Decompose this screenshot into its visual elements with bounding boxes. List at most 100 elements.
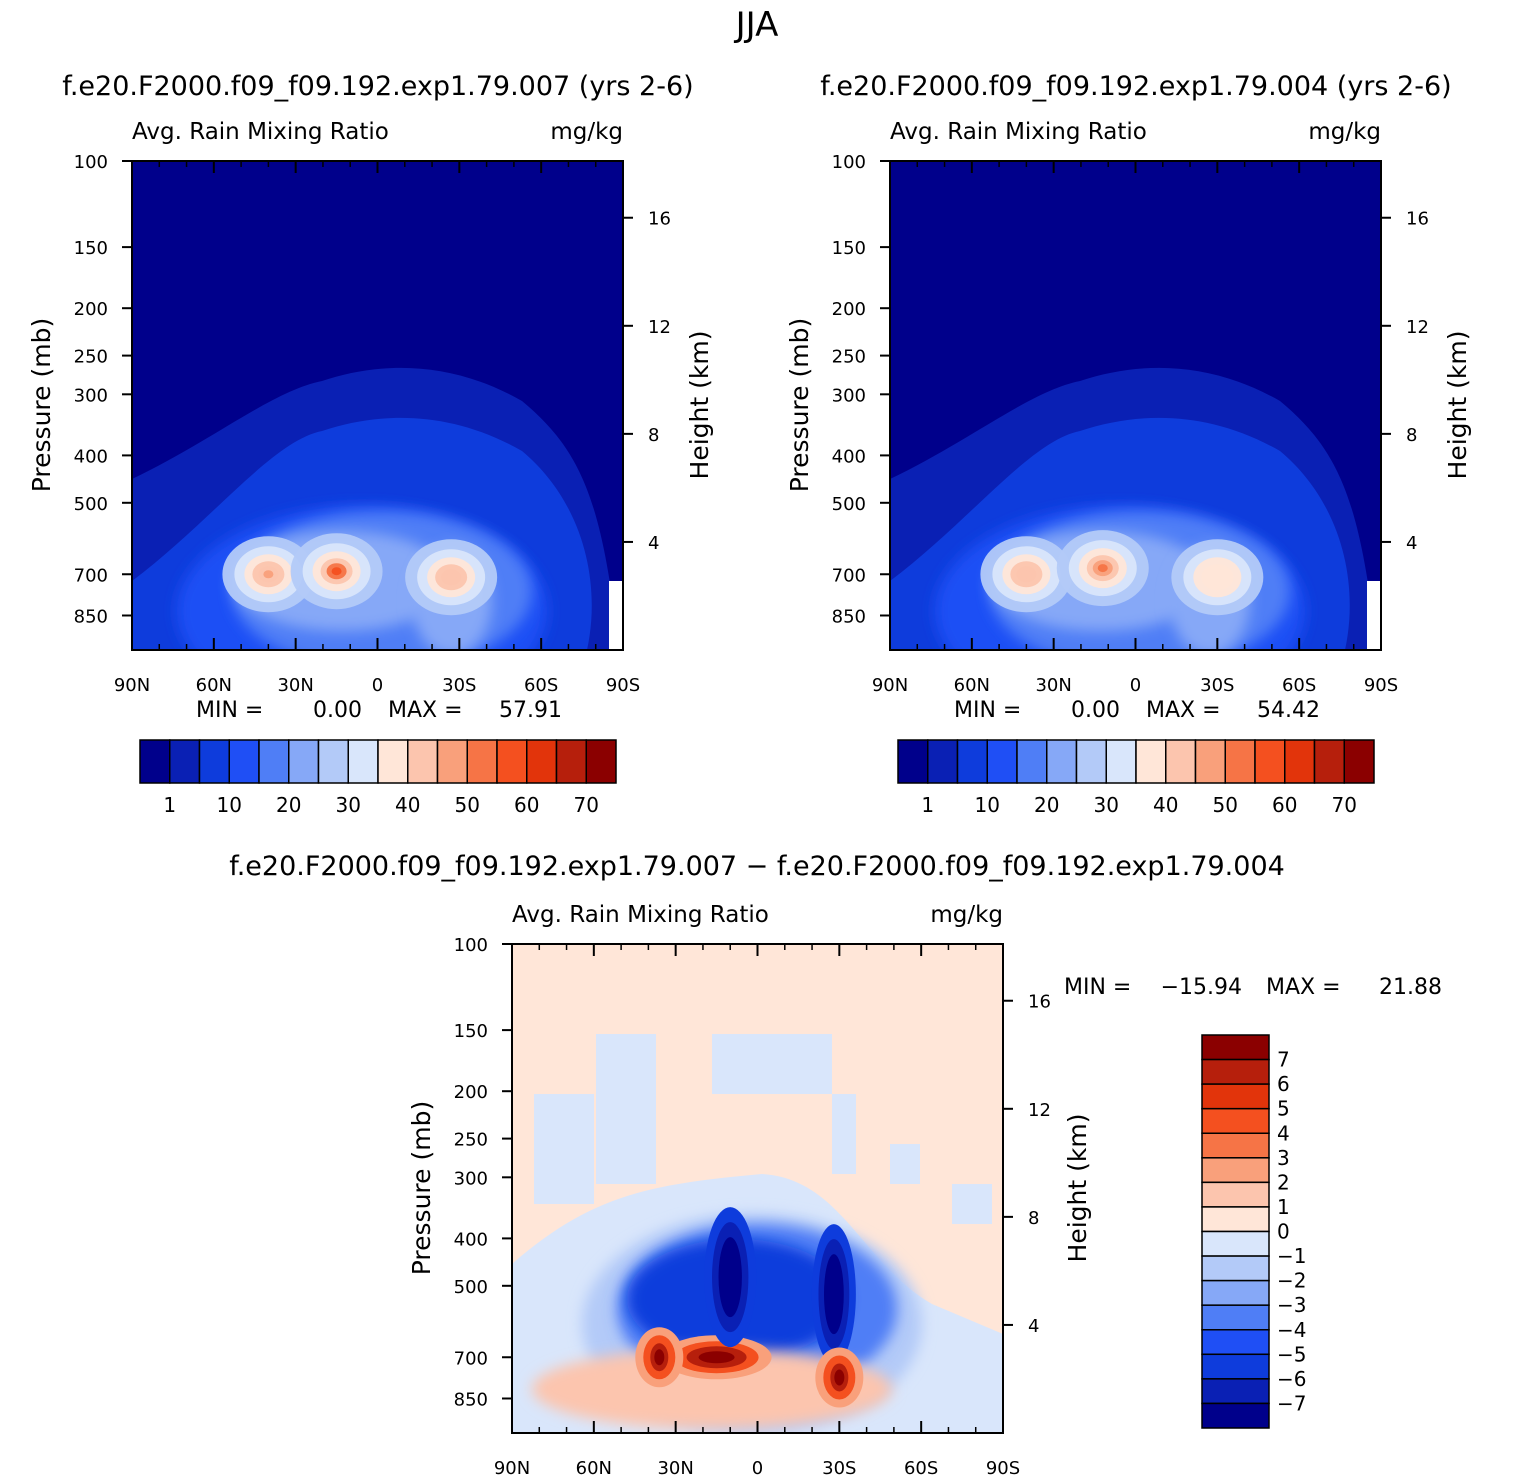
colorbar-box (1201, 1230, 1270, 1257)
panel-1-variable: Avg. Rain Mixing Ratio (132, 119, 389, 145)
colorbar-box (228, 739, 260, 784)
colorbar-label: 1 (163, 793, 176, 817)
x-tick-label: 0 (1130, 675, 1141, 696)
field-maximum-1 (654, 1349, 665, 1366)
y2-tick-label: 4 (1406, 533, 1417, 554)
panel-3-field (512, 944, 1003, 1433)
panel-2-min-value: 0.00 (1071, 698, 1120, 723)
colorbar-label: 70 (574, 793, 599, 817)
x-tick-label: 90N (494, 1458, 530, 1479)
x-tick-label: 60N (954, 675, 990, 696)
colorbar-label: 40 (1153, 793, 1178, 817)
colorbar-box (1313, 739, 1345, 784)
y-tick-label: 400 (74, 446, 108, 467)
x-tick-label: 0 (752, 1458, 763, 1479)
colorbar-box (1201, 1353, 1270, 1380)
y-tick-label: 500 (74, 494, 108, 515)
y-tick-label: 300 (832, 385, 866, 406)
field-maximum-0 (1021, 570, 1032, 579)
figure-title: JJA (734, 5, 779, 45)
x-tick-label: 30N (1035, 675, 1071, 696)
colorbar-box (1201, 1304, 1270, 1331)
field-upper-patch-2 (534, 1094, 594, 1204)
y-tick-label: 150 (832, 238, 866, 259)
colorbar-box (258, 739, 290, 784)
panel-2-axes: 90N 60N 30N 0 30S 60S 90S 100 150 200 250 300 400 500… (832, 152, 1429, 696)
colorbar-box (555, 739, 587, 784)
colorbar-label: 3 (1277, 1146, 1290, 1170)
colorbar-box (407, 739, 439, 784)
colorbar-box (1254, 739, 1286, 784)
y-tick-label: 500 (454, 1277, 488, 1298)
field-maximum-2 (1212, 573, 1223, 582)
colorbar-label: 30 (1094, 793, 1119, 817)
x-tick-label: 30S (822, 1458, 856, 1479)
colorbar-box (526, 739, 558, 784)
field-minimum-2 (718, 1237, 742, 1318)
colorbar-box (317, 739, 349, 784)
colorbar-box (436, 739, 468, 784)
colorbar-box (1201, 1402, 1270, 1429)
y-tick-label: 850 (454, 1389, 488, 1410)
colorbar-label: 70 (1332, 793, 1357, 817)
colorbar-label: −4 (1277, 1318, 1306, 1342)
colorbar-label: 7 (1277, 1048, 1290, 1072)
colorbar-label: 10 (975, 793, 1000, 817)
x-tick-label: 60S (524, 675, 558, 696)
panel-1-axes: 90N 60N 30N 0 30S 60S 90S 100 150 200 250 300 400 500… (74, 152, 671, 696)
colorbar-box (466, 739, 498, 784)
x-tick-label: 60S (904, 1458, 938, 1479)
colorbar-box (1201, 1206, 1270, 1233)
y-tick-label: 200 (74, 299, 108, 320)
colorbar-box (347, 739, 379, 784)
panel-2-ylabel: Pressure (mb) (785, 318, 814, 492)
colorbar-label: 50 (1213, 793, 1238, 817)
y-tick-label: 150 (454, 1021, 488, 1042)
panel-1-colorbar: 1 10 20 30 40 50 60 70 (139, 739, 617, 817)
x-tick-label: 30S (442, 675, 476, 696)
field-maximum-2 (446, 573, 457, 582)
panel-2-colorbar: 1 10 20 30 40 50 60 70 (897, 739, 1375, 817)
colorbar-label: 20 (276, 793, 301, 817)
colorbar-label: 5 (1277, 1097, 1290, 1121)
y-tick-label: 400 (832, 446, 866, 467)
y2-tick-label: 8 (1028, 1208, 1039, 1229)
x-tick-label: 0 (372, 675, 383, 696)
y-tick-label: 700 (454, 1348, 488, 1369)
y-tick-label: 300 (454, 1168, 488, 1189)
panel-1: f.e20.F2000.f09_f09.192.exp1.79.007 (yrs… (27, 71, 714, 817)
panel-1-units: mg/kg (550, 119, 623, 145)
colorbar-label: 60 (514, 793, 539, 817)
y-tick-label: 250 (832, 347, 866, 368)
y2-tick-label: 16 (1406, 209, 1429, 230)
colorbar-box (198, 739, 230, 784)
colorbar-box (585, 739, 617, 784)
colorbar-label: 20 (1034, 793, 1059, 817)
panel-2-min-label: MIN = (954, 698, 1021, 723)
colorbar-label: 30 (336, 793, 361, 817)
field-maximum-0 (698, 1351, 735, 1364)
field-maximum-0 (263, 570, 274, 579)
colorbar-box (1105, 739, 1137, 784)
colorbar-label: 0 (1277, 1220, 1290, 1244)
colorbar-label: −5 (1277, 1342, 1306, 1366)
colorbar-label: −2 (1277, 1269, 1306, 1293)
field-upper-patch-1 (712, 1034, 832, 1094)
colorbar-box (1201, 1329, 1270, 1356)
y-tick-label: 500 (832, 494, 866, 515)
colorbar-box (927, 739, 959, 784)
y2-tick-label: 8 (648, 425, 659, 446)
colorbar-label: 2 (1277, 1170, 1290, 1194)
field-maximum-1 (331, 567, 342, 576)
colorbar-box (1075, 739, 1107, 784)
colorbar-box (1201, 1058, 1270, 1085)
colorbar-label: 40 (395, 793, 420, 817)
panel-1-min-label: MIN = (196, 698, 263, 723)
field-minimum-3 (823, 1254, 844, 1335)
y-tick-label: 150 (74, 238, 108, 259)
colorbar-box (1201, 1279, 1270, 1306)
panel-3-min-label: MIN = (1064, 975, 1131, 1000)
panel-1-max-label: MAX = (388, 698, 463, 723)
panel-1-min-value: 0.00 (313, 698, 362, 723)
colorbar-box (956, 739, 988, 784)
